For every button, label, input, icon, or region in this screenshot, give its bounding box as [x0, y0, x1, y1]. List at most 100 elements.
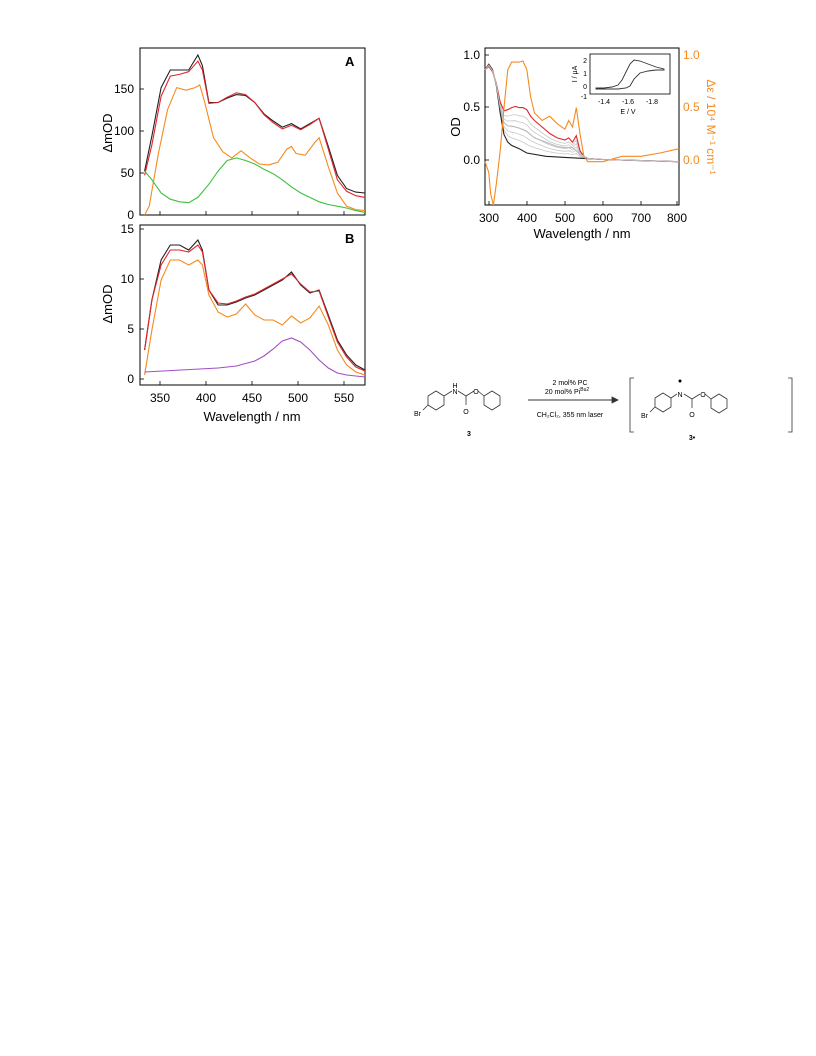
panel-c-ytick-left: 1.0 [463, 48, 480, 62]
panel-c: OD Δε / 10⁴ M⁻¹ cm⁻¹ Wavelength / nm 0.0… [448, 47, 718, 241]
panel-c-ylabel-left: OD [448, 117, 463, 137]
panel-b-xtick: 350 [150, 391, 170, 405]
reagent-pc: 2 mol% PC [552, 380, 587, 387]
inset-xlabel: E / V [620, 109, 636, 116]
panel-b-ytick: 15 [121, 222, 135, 236]
panel-b: B ΔmOD Wavelength / nm 0 5 10 15 350 400… [100, 222, 366, 424]
reagent-pi-text: 20 mol% Pi [545, 389, 581, 396]
panel-b-label: B [345, 231, 354, 246]
atom-br-right: Br [641, 413, 649, 420]
panel-b-ytick: 5 [127, 322, 134, 336]
panel-b-ylabel: ΔmOD [100, 284, 115, 323]
atom-n-radical: N [677, 392, 682, 399]
panel-a-series [144, 53, 366, 216]
panel-a-frame [139, 47, 366, 216]
panel-c-xtick: 700 [631, 211, 651, 225]
inset-ylabel: I / μA [572, 65, 579, 82]
panel-c-yticks-left: 0.0 0.5 1.0 [463, 48, 480, 167]
reagent-pi-sup: Bu2 [580, 387, 589, 393]
inset-cv-trace [595, 59, 665, 90]
atom-n: N [452, 389, 457, 396]
panel-c-xtick: 300 [479, 211, 499, 225]
bond [457, 390, 467, 397]
bond [465, 390, 475, 397]
panel-a: A ΔmOD 0 50 100 150 [100, 47, 366, 222]
inset-xtick: -1.6 [622, 99, 634, 106]
panel-c-series-line [484, 60, 680, 206]
bond [704, 393, 712, 400]
arrow-head [611, 396, 619, 404]
panel-c-series-line [484, 65, 680, 163]
panel-c-series-line [484, 64, 680, 163]
panel-c-ytick-right: 1.0 [683, 48, 700, 62]
panel-c-xtick: 400 [517, 211, 537, 225]
atom-o-carbonyl-right: O [689, 412, 695, 419]
inset-ytick: 0 [583, 84, 587, 91]
panel-b-series-line [144, 337, 366, 378]
bond [422, 404, 429, 411]
panel-c-inset: I / μA E / V -1.4 -1.6 -1.8 -1 0 1 2 [572, 53, 671, 116]
inset-xtick: -1.8 [646, 99, 658, 106]
bond [683, 393, 693, 400]
reagent-pi: 20 mol% PiBu2 [545, 387, 590, 396]
panel-a-ytick: 150 [114, 82, 134, 96]
panel-c-ytick-left: 0.0 [463, 153, 480, 167]
panel-b-xtick: 450 [242, 391, 262, 405]
panel-c-xtick: 600 [593, 211, 613, 225]
panel-c-tickmarks [485, 54, 678, 205]
panel-a-label: A [345, 54, 355, 69]
panel-b-xlabel: Wavelength / nm [203, 409, 300, 424]
panel-c-frame [484, 47, 680, 206]
reaction-scheme-text: H N O O Br 3 2 mol% PC 20 mol% PiBu2 CH₂… [414, 380, 706, 442]
panel-c-xtick: 500 [555, 211, 575, 225]
cyclohexane-left [483, 390, 501, 411]
compound-label-3: 3 [467, 431, 471, 438]
radical-dot [678, 379, 682, 383]
bracket-right [788, 377, 793, 433]
panel-a-series-line [144, 84, 366, 216]
panel-c-xtick: 800 [667, 211, 687, 225]
inset-ytick: -1 [581, 94, 587, 101]
compound-label-3-radical: 3• [689, 435, 696, 442]
panel-a-ytick: 50 [121, 166, 135, 180]
panel-a-ytick: 100 [114, 124, 134, 138]
panel-b-frame [139, 224, 366, 386]
panel-b-series-line [144, 239, 366, 371]
panel-a-series-line [144, 157, 366, 213]
bond [691, 393, 701, 400]
panel-a-ytick: 0 [127, 208, 134, 222]
panel-b-series [144, 239, 366, 378]
atom-h: H [452, 383, 457, 390]
panel-c-xlabel: Wavelength / nm [533, 226, 630, 241]
atom-o-carbonyl: O [463, 409, 469, 416]
panel-b-tickmarks [140, 228, 345, 385]
bracket-left [629, 377, 634, 433]
atom-o-ester: O [473, 389, 479, 396]
bond [477, 390, 485, 397]
panel-c-ytick-right: 0.5 [683, 100, 700, 114]
panel-c-ytick-right: 0.0 [683, 153, 700, 167]
panel-b-xticks: 350 400 450 500 550 [150, 391, 354, 405]
panel-c-yticks-right: 0.0 0.5 1.0 [683, 48, 700, 167]
panel-a-tickmarks [140, 88, 345, 216]
panel-a-series-line [144, 60, 366, 198]
panel-a-series-line [144, 53, 366, 194]
bond [649, 406, 656, 413]
panel-b-xtick: 550 [334, 391, 354, 405]
benzene-ring-left [427, 390, 445, 411]
inset-ytick: 2 [583, 58, 587, 65]
bond [443, 390, 453, 397]
reaction-scheme [422, 377, 793, 433]
panel-b-xtick: 400 [196, 391, 216, 405]
panel-c-series [484, 60, 680, 206]
panel-b-series-line [144, 244, 366, 372]
panel-c-ylabel-right: Δε / 10⁴ M⁻¹ cm⁻¹ [704, 79, 718, 174]
inset-ytick: 1 [583, 71, 587, 78]
inset-xtick: -1.4 [598, 99, 610, 106]
panel-a-ylabel: ΔmOD [100, 113, 115, 152]
benzene-ring-right [654, 392, 672, 413]
panel-b-series-line [144, 259, 366, 376]
panel-c-xticks: 300 400 500 600 700 800 [479, 211, 687, 225]
inset-frame [589, 53, 671, 95]
